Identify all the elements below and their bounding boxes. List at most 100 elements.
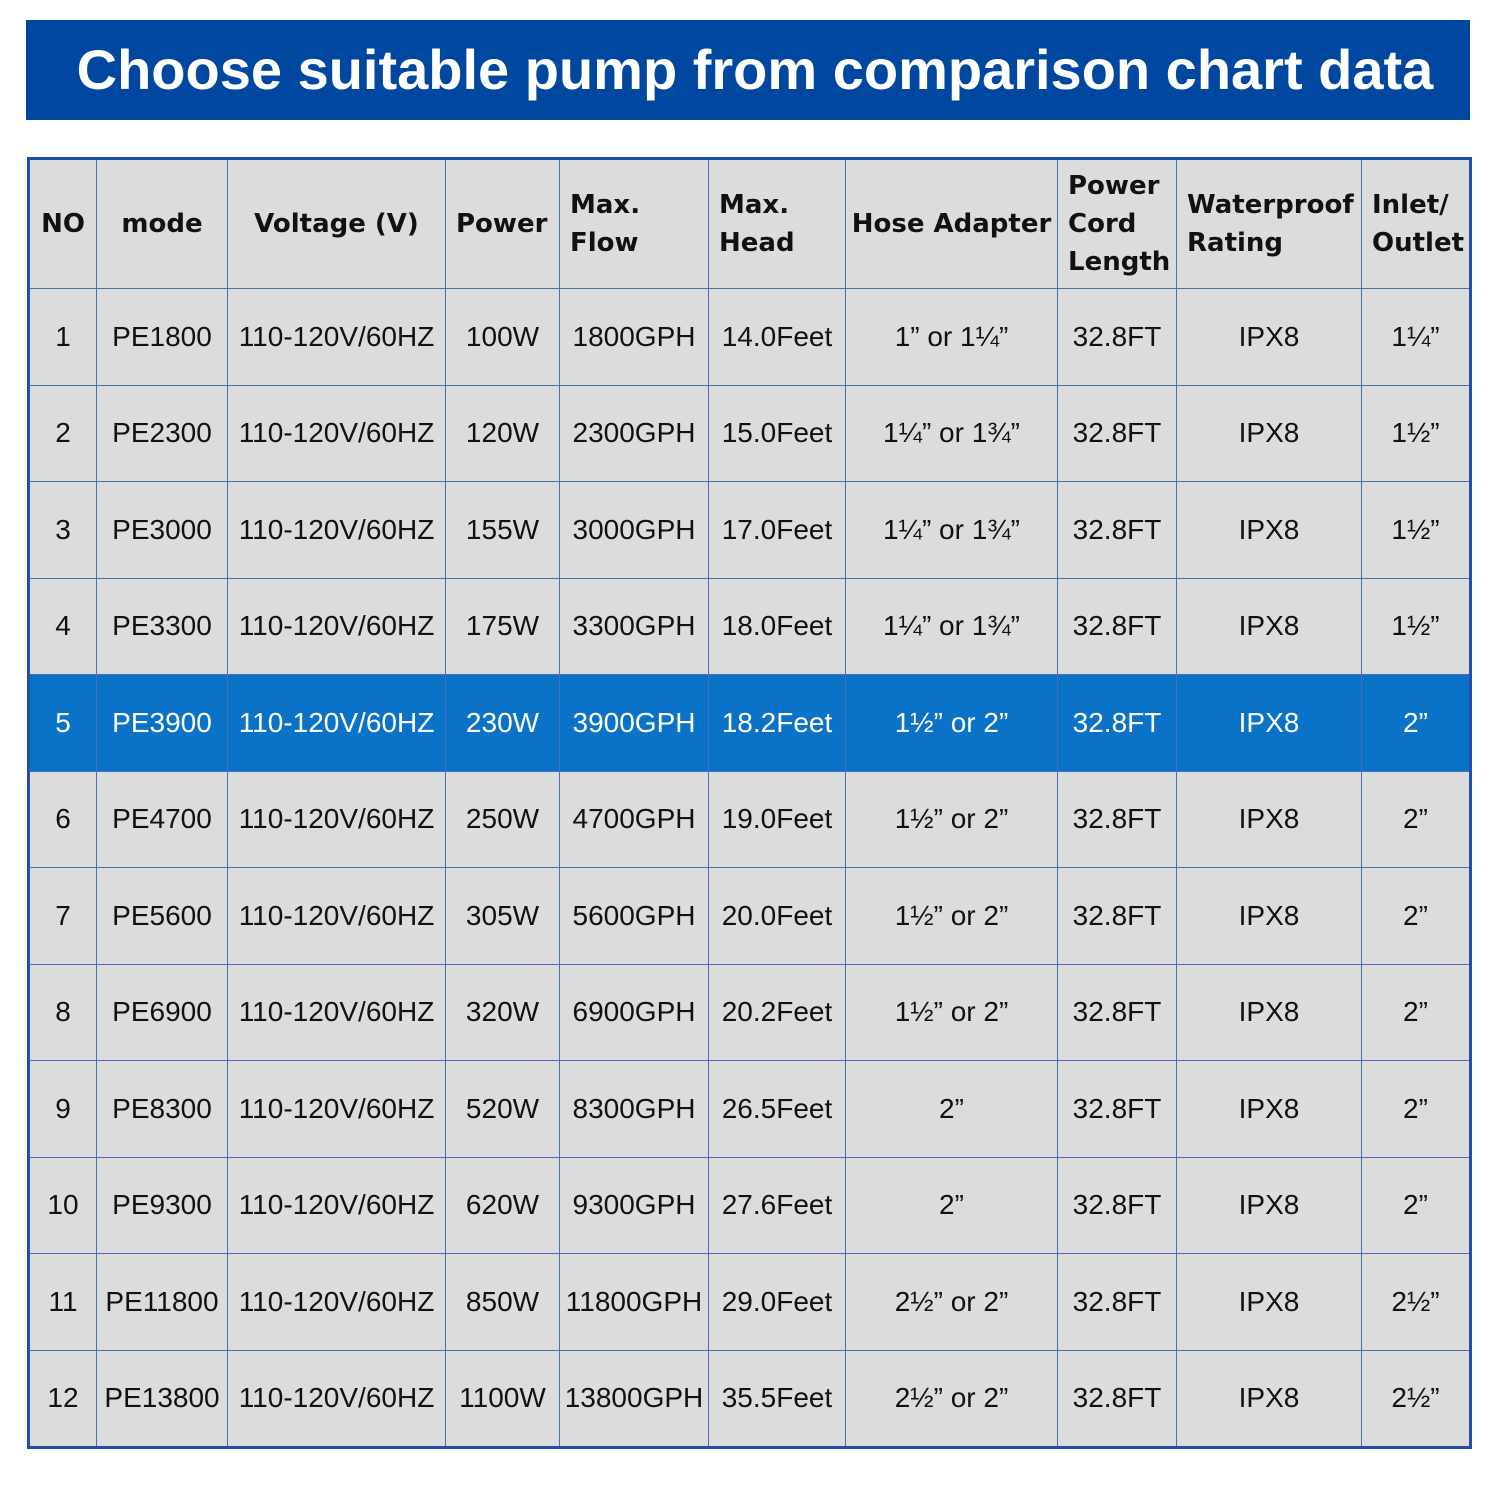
table-cell: PE6900 [96,963,228,1061]
table-row: 6 PE4700 110-120V/60HZ 250W 4700GPH 19.0Feet 1… [28,770,1471,868]
table-cell: 1½” or 2” [845,674,1058,772]
table-cell: 2” [845,1060,1058,1158]
table-cell: 620W [445,1156,560,1254]
table-cell: 2½” or 2” [845,1253,1058,1351]
table-row: 12 PE13800 110-120V/60HZ 1100W 13800GPH 35.5F… [28,1349,1471,1448]
table-cell: 14.0Feet [708,288,846,386]
table-row: 10 PE9300 110-120V/60HZ 620W 9300GPH 27.6Feet… [28,1156,1471,1254]
table-cell: 110-120V/60HZ [227,481,446,579]
table-cell: 2” [1361,1156,1471,1254]
table-cell: 2” [1361,963,1471,1061]
table-cell: 32.8FT [1057,1156,1177,1254]
table-row: 11 PE11800 110-120V/60HZ 850W 11800GPH 29.0Fe… [28,1253,1471,1351]
table-cell: 110-120V/60HZ [227,1253,446,1351]
table-cell: 10 [28,1156,97,1254]
table-cell: 26.5Feet [708,1060,846,1158]
table-cell: IPX8 [1176,1156,1362,1254]
table-cell: IPX8 [1176,963,1362,1061]
table-cell: 32.8FT [1057,1253,1177,1351]
table-cell: 8300GPH [559,1060,709,1158]
table-row: 7 PE5600 110-120V/60HZ 305W 5600GPH 20.0Feet 1… [28,867,1471,965]
table-cell: 32.8FT [1057,481,1177,579]
table-cell: 32.8FT [1057,1060,1177,1158]
table-cell: IPX8 [1176,384,1362,482]
table-cell: PE1800 [96,288,228,386]
table-cell: 155W [445,481,560,579]
table-cell: 250W [445,770,560,868]
table-cell: 4 [28,577,97,675]
table-cell: 110-120V/60HZ [227,1349,446,1448]
table-cell: 35.5Feet [708,1349,846,1448]
table-cell: 2” [1361,1060,1471,1158]
table-cell: 1¼” or 1¾” [845,481,1058,579]
table-row: 5 PE3900 110-120V/60HZ 230W 3900GPH 18.2Feet 1… [28,674,1471,772]
column-header: Power [445,158,560,289]
table-cell: 110-120V/60HZ [227,674,446,772]
table-cell: 5 [28,674,97,772]
column-header: mode [96,158,228,289]
table-cell: 32.8FT [1057,384,1177,482]
table-cell: 32.8FT [1057,770,1177,868]
table-cell: 19.0Feet [708,770,846,868]
table-row: 8 PE6900 110-120V/60HZ 320W 6900GPH 20.2Feet 1… [28,963,1471,1061]
table-cell: 2” [1361,770,1471,868]
column-header: Hose Adapter [845,158,1058,289]
table-cell: 1¼” or 1¾” [845,577,1058,675]
table-cell: 1½” or 2” [845,963,1058,1061]
table-row: 3 PE3000 110-120V/60HZ 155W 3000GPH 17.0Feet 1… [28,481,1471,579]
table-cell: 32.8FT [1057,1349,1177,1448]
table-cell: 15.0Feet [708,384,846,482]
table-cell: 3900GPH [559,674,709,772]
table-cell: 110-120V/60HZ [227,1156,446,1254]
table-cell: 11 [28,1253,97,1351]
table-cell: 100W [445,288,560,386]
table-cell: 18.2Feet [708,674,846,772]
table-cell: 110-120V/60HZ [227,288,446,386]
table-cell: IPX8 [1176,577,1362,675]
table-cell: PE8300 [96,1060,228,1158]
table-cell: 1100W [445,1349,560,1448]
table-cell: IPX8 [1176,1060,1362,1158]
table-cell: IPX8 [1176,770,1362,868]
table-cell: 4700GPH [559,770,709,868]
column-header: Max. Head [708,158,846,289]
table-cell: IPX8 [1176,1253,1362,1351]
table-cell: 20.2Feet [708,963,846,1061]
table-cell: 20.0Feet [708,867,846,965]
table-cell: 27.6Feet [708,1156,846,1254]
table-cell: 1½” or 2” [845,867,1058,965]
title: Choose suitable pump from comparison cha… [26,20,1470,120]
table-cell: IPX8 [1176,288,1362,386]
table-cell: 1½” or 2” [845,770,1058,868]
table-cell: 850W [445,1253,560,1351]
table-cell: 6 [28,770,97,868]
table-cell: 1800GPH [559,288,709,386]
table-cell: 9300GPH [559,1156,709,1254]
table-cell: PE13800 [96,1349,228,1448]
table-cell: IPX8 [1176,674,1362,772]
table-cell: 110-120V/60HZ [227,770,446,868]
table-cell: 2½” [1361,1349,1471,1448]
table-cell: 2300GPH [559,384,709,482]
table-row: 1 PE1800 110-120V/60HZ 100W 1800GPH 14.0Feet 1… [28,288,1471,386]
table-cell: 175W [445,577,560,675]
table-cell: 2½” or 2” [845,1349,1058,1448]
column-header: Power Cord Length [1057,158,1177,289]
table-cell: 1½” [1361,481,1471,579]
table-cell: 1 [28,288,97,386]
table-cell: 2” [1361,867,1471,965]
table-cell: PE2300 [96,384,228,482]
table-cell: 305W [445,867,560,965]
table-cell: PE4700 [96,770,228,868]
table-cell: 32.8FT [1057,963,1177,1061]
table-cell: 2½” [1361,1253,1471,1351]
table-cell: 1½” [1361,384,1471,482]
table-cell: 7 [28,867,97,965]
table-cell: 5600GPH [559,867,709,965]
table-cell: IPX8 [1176,1349,1362,1448]
table-cell: 230W [445,674,560,772]
table-cell: 32.8FT [1057,577,1177,675]
column-header: Max. Flow [559,158,709,289]
header-row: NO mode Voltage (V) Power Max. Flow Max. Head… [28,158,1471,289]
